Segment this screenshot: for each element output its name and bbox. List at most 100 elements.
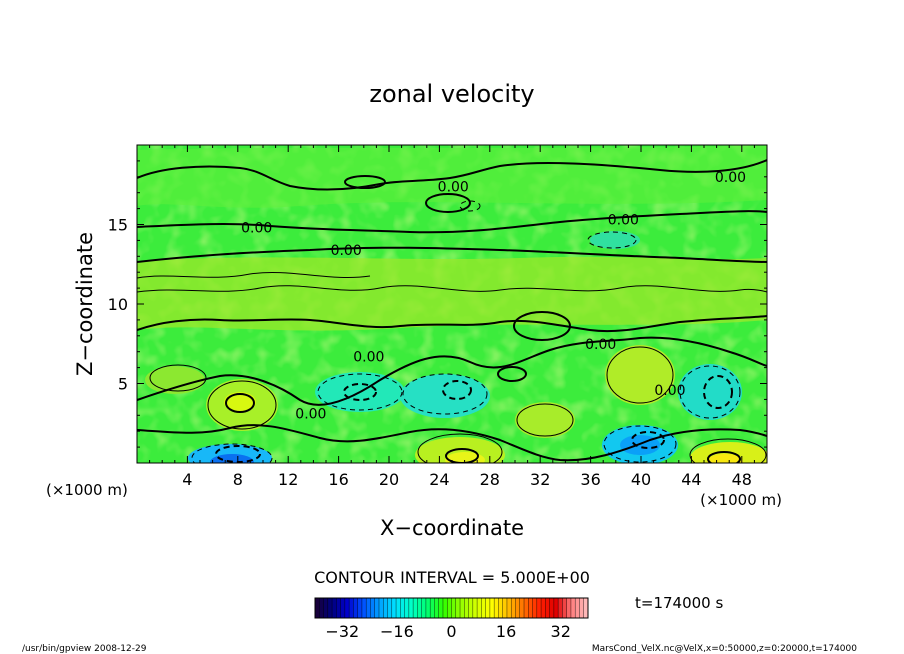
contour-loop — [606, 346, 674, 404]
colorbar-swatch — [545, 598, 551, 618]
colorbar-swatch — [468, 598, 474, 618]
x-tick-label: 48 — [732, 470, 752, 489]
footer-left: /usr/bin/gpview 2008-12-29 — [22, 644, 147, 654]
colorbar-swatch — [421, 598, 427, 618]
colorbar-swatch — [378, 598, 384, 618]
colorbar-swatch — [549, 598, 555, 618]
colorbar-swatch — [536, 598, 542, 618]
contour-line — [137, 271, 371, 279]
colorbar-swatch — [583, 598, 589, 618]
contour-line — [137, 424, 767, 462]
contour-loop — [516, 403, 574, 437]
colorbar-swatch — [528, 598, 534, 618]
cell-yellow — [515, 402, 575, 438]
contour-loop — [225, 393, 255, 413]
colorbar-swatch — [370, 598, 376, 618]
colorbar-swatch — [374, 598, 380, 618]
contour-label: 0.00 — [585, 337, 616, 353]
contour-loop — [343, 383, 377, 401]
contour-loop — [679, 365, 741, 419]
colorbar-swatch — [464, 598, 470, 618]
contour-loop — [603, 425, 677, 463]
contour-loop — [402, 373, 488, 415]
contour-loop — [707, 451, 741, 463]
footer-right: MarsCond_VelX.nc@VelX,x=0:50000,z=0:2000… — [592, 644, 857, 654]
colorbar-swatch — [332, 598, 337, 618]
x-tick-label: 12 — [278, 470, 298, 489]
colorbar — [314, 598, 589, 618]
colorbar-tick-label: −16 — [380, 622, 414, 641]
colorbar-swatch — [417, 598, 423, 618]
contour-label: 0.00 — [715, 170, 746, 186]
contour-loop — [191, 443, 273, 463]
colorbar-swatch — [366, 598, 371, 618]
colorbar-swatch — [524, 598, 529, 618]
colorbar-frame — [314, 597, 589, 619]
colorbar-swatch — [562, 598, 568, 618]
contour-lines-emphasis — [225, 393, 741, 463]
contour-loop — [587, 231, 637, 249]
colorbar-swatch — [451, 598, 457, 618]
colorbar-swatch — [315, 598, 320, 618]
contour-loop — [442, 380, 472, 400]
contour-lines-negative — [191, 200, 741, 463]
contour-loop — [344, 175, 386, 189]
x-tick-label: 16 — [328, 470, 348, 489]
cell-blue — [210, 454, 254, 463]
colorbar-swatch — [566, 598, 572, 618]
contour-loop — [689, 438, 767, 463]
contour-loop — [317, 373, 403, 411]
colorbar-swatch — [408, 598, 414, 618]
x-tick-label: 32 — [530, 470, 550, 489]
contour-label: 0.00 — [438, 179, 469, 195]
colorbar-swatch — [361, 598, 367, 618]
contour-line — [137, 315, 767, 333]
colorbar-swatch — [340, 598, 346, 618]
colorbar-swatch — [460, 598, 465, 618]
colorbar-swatch — [413, 598, 418, 618]
colorbar-swatch — [404, 598, 410, 618]
contour-lines-zero — [137, 159, 767, 462]
contour-loop — [703, 375, 733, 409]
cell-cyan — [590, 231, 640, 249]
x-tick-label: 24 — [429, 470, 449, 489]
colorbar-swatch — [391, 598, 397, 618]
contour-interval-text: CONTOUR INTERVAL = 5.000E+00 — [314, 568, 590, 587]
colorbar-swatch — [319, 598, 325, 618]
colorbar-swatch — [327, 598, 333, 618]
colorbar-swatch — [349, 598, 354, 618]
colorbar-swatch — [425, 598, 431, 618]
y-axis-label: Z−coordinate — [73, 232, 97, 376]
colorbar-swatch — [442, 598, 448, 618]
contour-loop — [207, 380, 277, 430]
colorbar-swatch — [575, 598, 580, 618]
cell-yellow — [145, 366, 205, 394]
contour-label: 0.00 — [608, 213, 639, 229]
cell-orange — [707, 454, 743, 463]
colorbar-swatch — [438, 598, 444, 618]
colorbar-swatch — [511, 598, 516, 618]
contour-loop — [425, 193, 471, 213]
contour-line — [137, 159, 767, 191]
colorbar-swatch — [400, 598, 406, 618]
colorbar-swatch — [485, 598, 491, 618]
contour-loop — [631, 431, 665, 449]
contour-line — [137, 246, 767, 263]
colorbar-swatch — [430, 598, 435, 618]
x-tick-label: 40 — [631, 470, 651, 489]
y-tick-label: 15 — [108, 216, 128, 235]
time-label: t=174000 s — [635, 594, 723, 612]
x-tick-label: 36 — [580, 470, 600, 489]
contour-label: 0.00 — [295, 407, 326, 423]
contour-label: 0.00 — [331, 243, 362, 259]
colorbar-swatch — [323, 598, 329, 618]
y-tick-label: 5 — [118, 375, 128, 394]
contour-loop — [445, 448, 479, 463]
colorbar-swatch — [553, 598, 559, 618]
x-tick-label: 44 — [681, 470, 701, 489]
colorbar-swatch — [489, 598, 495, 618]
contour-line — [137, 285, 767, 293]
contour-line — [137, 210, 767, 234]
colorbar-swatch — [541, 598, 546, 618]
